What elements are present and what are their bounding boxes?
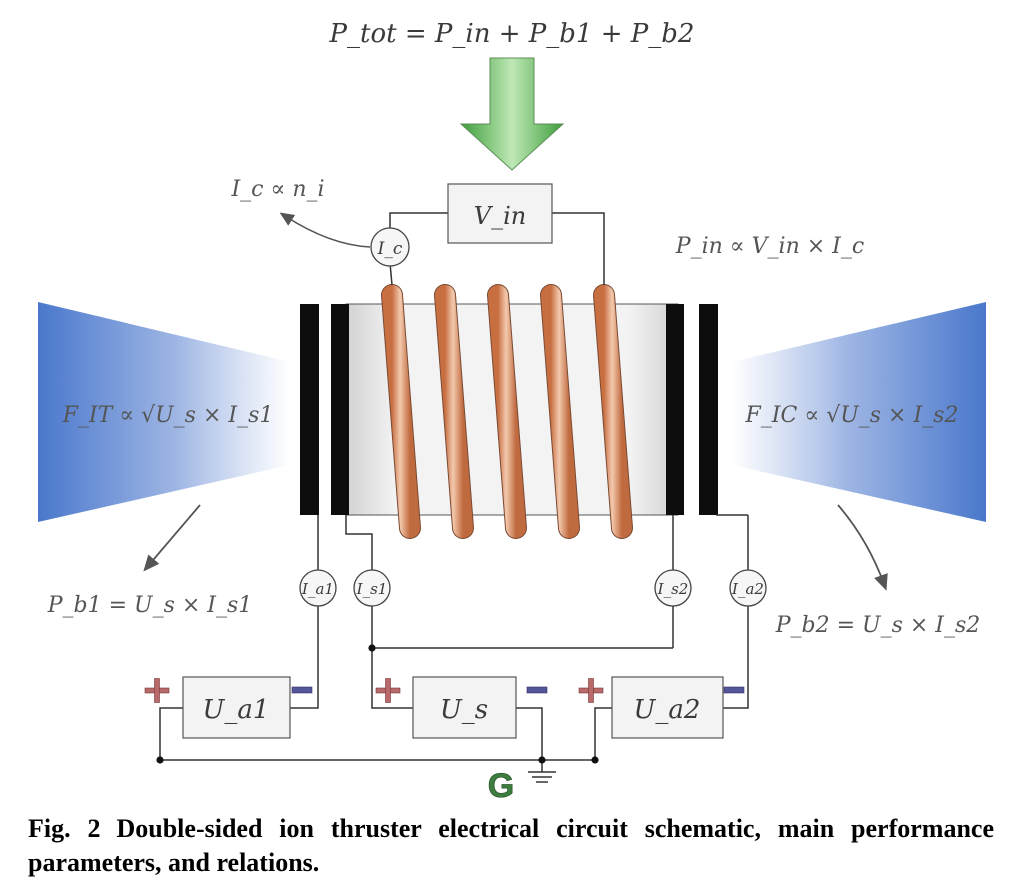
right-screen-grid [666,304,684,515]
ic-relation: I_c ∝ n_i [230,177,324,202]
thrust-ic-equation: F_IC ∝ √U_s × I_s2 [745,403,959,428]
ground-icon [528,771,556,783]
ic-meter-label: I_c [377,239,403,259]
thrust-it-equation: F_IT ∝ √U_s × I_s1 [62,403,274,428]
ua2-minus-icon [723,686,745,694]
ua1-plus-icon [144,678,170,703]
vin-source-box [447,183,553,244]
junction-dot-screen [368,644,376,652]
figure-caption-text: Double-sided ion thruster electrical cir… [28,814,994,877]
left-ion-plume [38,302,290,522]
circuit-schematic: P_tot = P_in + P_b1 + P_b2 F_IT ∝ √U_s ×… [38,19,986,800]
pb2-equation: P_b2 = U_s × I_s2 [775,613,981,638]
ua1-supply-box [182,676,291,739]
ic-relation-arrow [279,212,371,248]
figure-caption: Fig. 2 Double-sided ion thruster electric… [28,812,994,880]
power-input-arrow [459,57,565,171]
pin-relation: P_in ∝ V_in × I_c [675,234,864,259]
total-power-equation: P_tot = P_in + P_b1 + P_b2 [329,19,695,49]
ua2-supply-box [611,676,724,739]
rf-coil [381,284,633,539]
figure-label: Fig. 2 [28,814,101,843]
is2-ammeter [654,569,692,607]
ua2-plus-icon [578,678,604,703]
ua2-label: U_a2 [634,695,701,725]
us-minus-icon [526,686,548,694]
left-screen-grid [331,304,349,515]
ia2-meter-label: I_a2 [731,580,764,598]
ia1-ammeter [299,569,337,607]
is1-meter-label: I_s1 [356,580,388,598]
us-supply-box [412,676,517,739]
junction-dot-ground [538,756,546,764]
junction-dot-right [591,756,599,764]
is2-meter-label: I_s2 [657,580,689,598]
us-plus-icon [375,678,401,703]
ic-ammeter [370,227,410,267]
junction-dot-left [156,756,164,764]
right-ion-plume [732,302,986,522]
vin-label: V_in [474,202,526,230]
pb2-arrow [837,504,888,591]
ua1-label: U_a1 [203,695,270,725]
pb1-equation: P_b1 = U_s × I_s1 [47,593,253,618]
ia2-ammeter [729,569,767,607]
is1-ammeter [353,569,391,607]
ia1-meter-label: I_a1 [301,580,334,598]
ground-label: G [488,767,514,800]
us-label: U_s [440,695,488,725]
ua1-minus-icon [291,686,313,694]
supply-wiring [159,514,749,772]
left-accel-grid [300,304,319,515]
right-accel-grid [699,304,718,515]
pb1-arrow [143,504,201,572]
